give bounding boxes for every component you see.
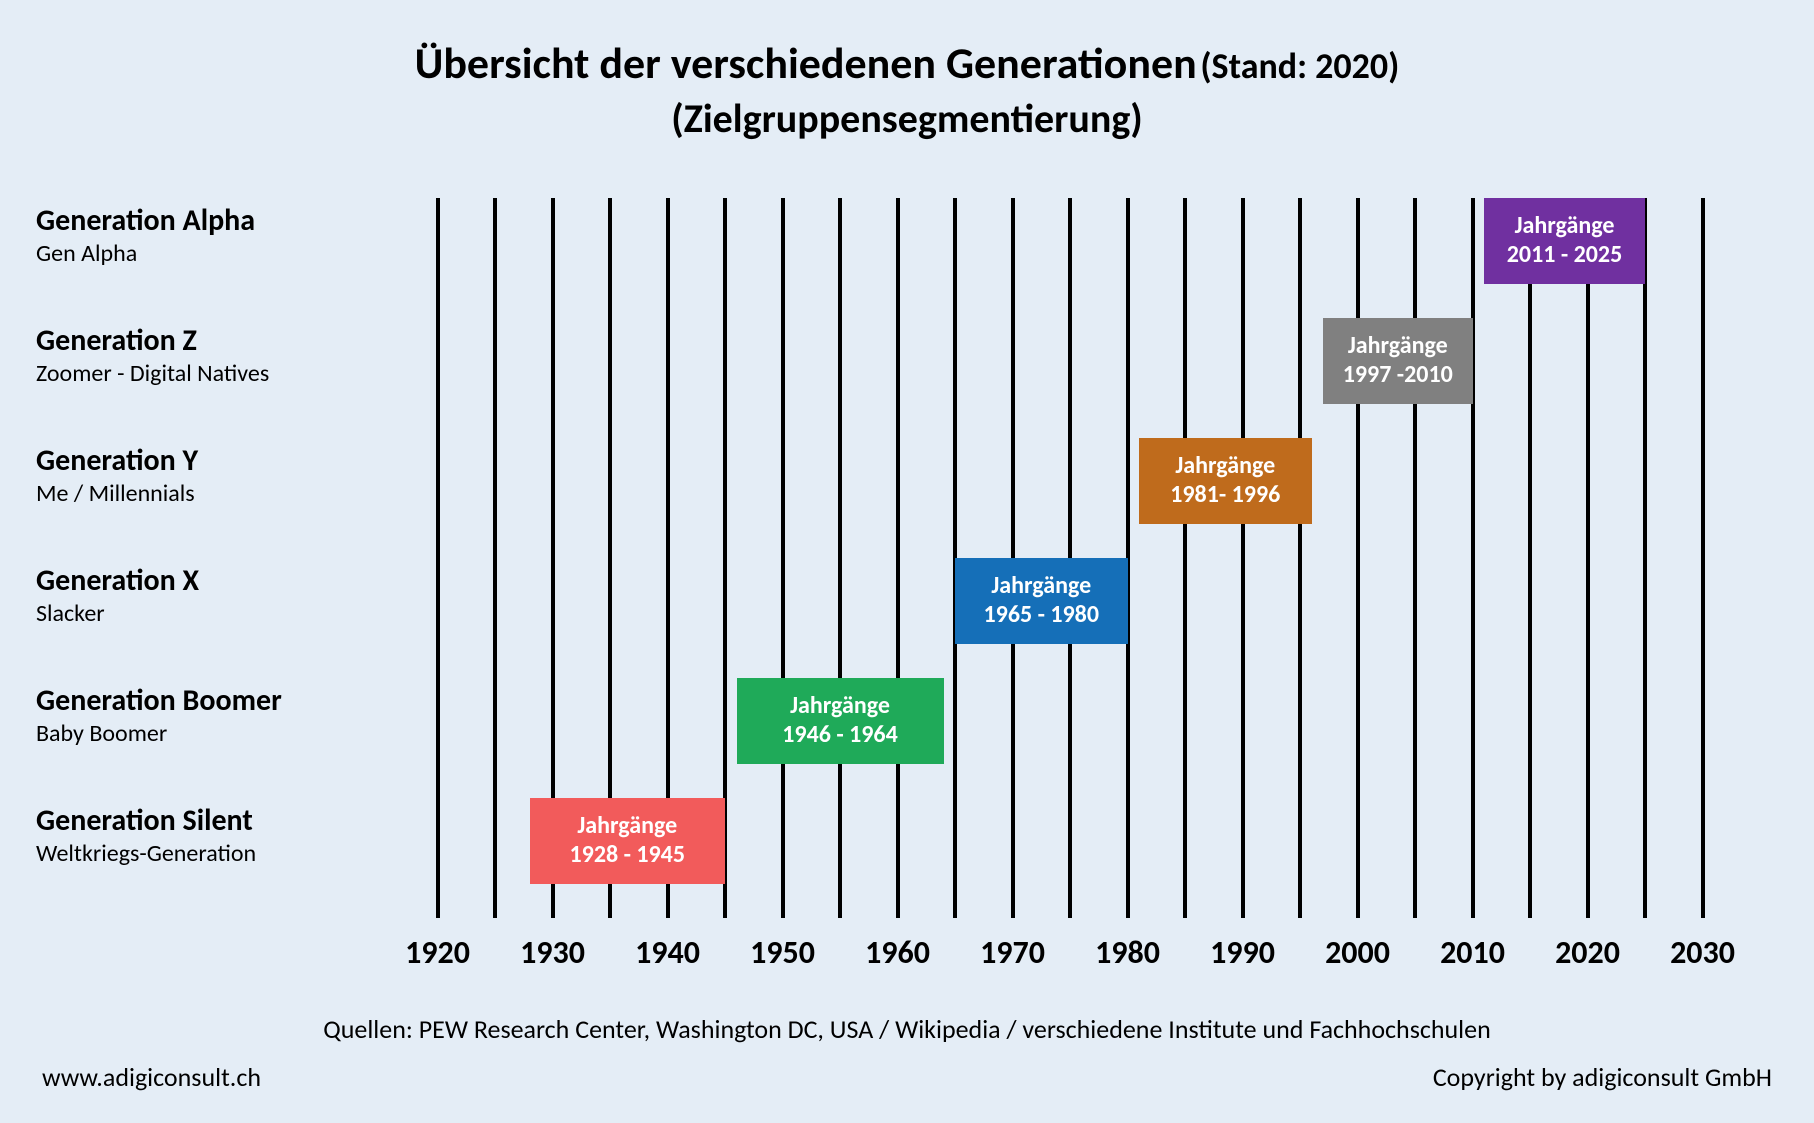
generation-desc: Me / Millennials [36, 479, 366, 508]
plot-area: 1920193019401950196019701980199020002010… [380, 198, 1760, 958]
gridline [1528, 198, 1532, 918]
gridline [493, 198, 497, 918]
gridline [1241, 198, 1245, 918]
timeline-chart: Generation AlphaGen Alpha Generation ZZoo… [0, 198, 1814, 958]
gridline [1356, 198, 1360, 918]
bar-label-line2: 1928 - 1945 [569, 841, 685, 870]
chart-title-block: Übersicht der verschiedenen Generationen… [0, 0, 1814, 143]
generation-bar: Jahrgänge1946 - 1964 [737, 678, 944, 764]
bar-label-line2: 2011 - 2025 [1507, 241, 1623, 270]
generation-bar: Jahrgänge1965 - 1980 [955, 558, 1128, 644]
x-tick-label: 1940 [635, 933, 700, 972]
gridline [1643, 198, 1647, 918]
gridline [1586, 198, 1590, 918]
generation-label: Generation BoomerBaby Boomer [36, 684, 366, 748]
footer-url: www.adigiconsult.ch [42, 1061, 261, 1093]
generation-desc: Zoomer - Digital Natives [36, 359, 366, 388]
x-tick-label: 1930 [520, 933, 585, 972]
generation-name: Generation X [36, 564, 366, 597]
bar-label-line2: 1965 - 1980 [983, 601, 1099, 630]
generation-bar: Jahrgänge2011 - 2025 [1484, 198, 1645, 284]
x-tick-label: 1920 [405, 933, 470, 972]
generation-desc: Gen Alpha [36, 239, 366, 268]
bar-label-line1: Jahrgänge [577, 812, 677, 841]
generation-bar: Jahrgänge1981- 1996 [1139, 438, 1312, 524]
y-axis-labels: Generation AlphaGen Alpha Generation ZZoo… [36, 198, 366, 918]
bar-label-line2: 1946 - 1964 [782, 721, 898, 750]
gridline [1701, 198, 1705, 918]
chart-title-year: (Stand: 2020) [1200, 44, 1399, 88]
bar-label-line2: 1997 -2010 [1343, 361, 1453, 390]
generation-name: Generation Silent [36, 804, 366, 837]
gridline [896, 198, 900, 918]
generation-desc: Weltkriegs-Generation [36, 839, 366, 868]
sources-text: Quellen: PEW Research Center, Washington… [0, 1013, 1814, 1045]
chart-title-subtitle: (Zielgruppensegmentierung) [0, 94, 1814, 143]
bar-label-line1: Jahrgänge [1348, 332, 1448, 361]
bar-label-line1: Jahrgänge [790, 692, 890, 721]
generation-name: Generation Z [36, 324, 366, 357]
x-tick-label: 1970 [980, 933, 1045, 972]
generation-bar: Jahrgänge1928 - 1945 [530, 798, 726, 884]
generation-desc: Slacker [36, 599, 366, 628]
generation-name: Generation Alpha [36, 204, 366, 237]
x-tick-label: 2030 [1670, 933, 1735, 972]
gridline [1298, 198, 1302, 918]
x-tick-label: 2020 [1555, 933, 1620, 972]
gridline [1413, 198, 1417, 918]
generation-label: Generation SilentWeltkriegs-Generation [36, 804, 366, 868]
generation-label: Generation XSlacker [36, 564, 366, 628]
x-tick-label: 1960 [865, 933, 930, 972]
generation-name: Generation Y [36, 444, 366, 477]
gridline [838, 198, 842, 918]
x-tick-label: 2010 [1440, 933, 1505, 972]
generation-name: Generation Boomer [36, 684, 366, 717]
bar-label-line1: Jahrgänge [1175, 452, 1275, 481]
gridline [1183, 198, 1187, 918]
x-tick-label: 1990 [1210, 933, 1275, 972]
generation-label: Generation ZZoomer - Digital Natives [36, 324, 366, 388]
footer-copyright: Copyright by adigiconsult GmbH [1433, 1061, 1772, 1093]
x-tick-label: 1950 [750, 933, 815, 972]
generation-bar: Jahrgänge1997 -2010 [1323, 318, 1473, 404]
bar-label-line1: Jahrgänge [1515, 212, 1615, 241]
generation-label: Generation AlphaGen Alpha [36, 204, 366, 268]
bar-label-line2: 1981- 1996 [1170, 481, 1280, 510]
generation-desc: Baby Boomer [36, 719, 366, 748]
generation-label: Generation YMe / Millennials [36, 444, 366, 508]
gridline [781, 198, 785, 918]
chart-title-main: Übersicht der verschiedenen Generationen [415, 36, 1197, 90]
gridline [1471, 198, 1475, 918]
gridline [436, 198, 440, 918]
bar-label-line1: Jahrgänge [991, 572, 1091, 601]
x-tick-label: 2000 [1325, 933, 1390, 972]
x-tick-label: 1980 [1095, 933, 1160, 972]
